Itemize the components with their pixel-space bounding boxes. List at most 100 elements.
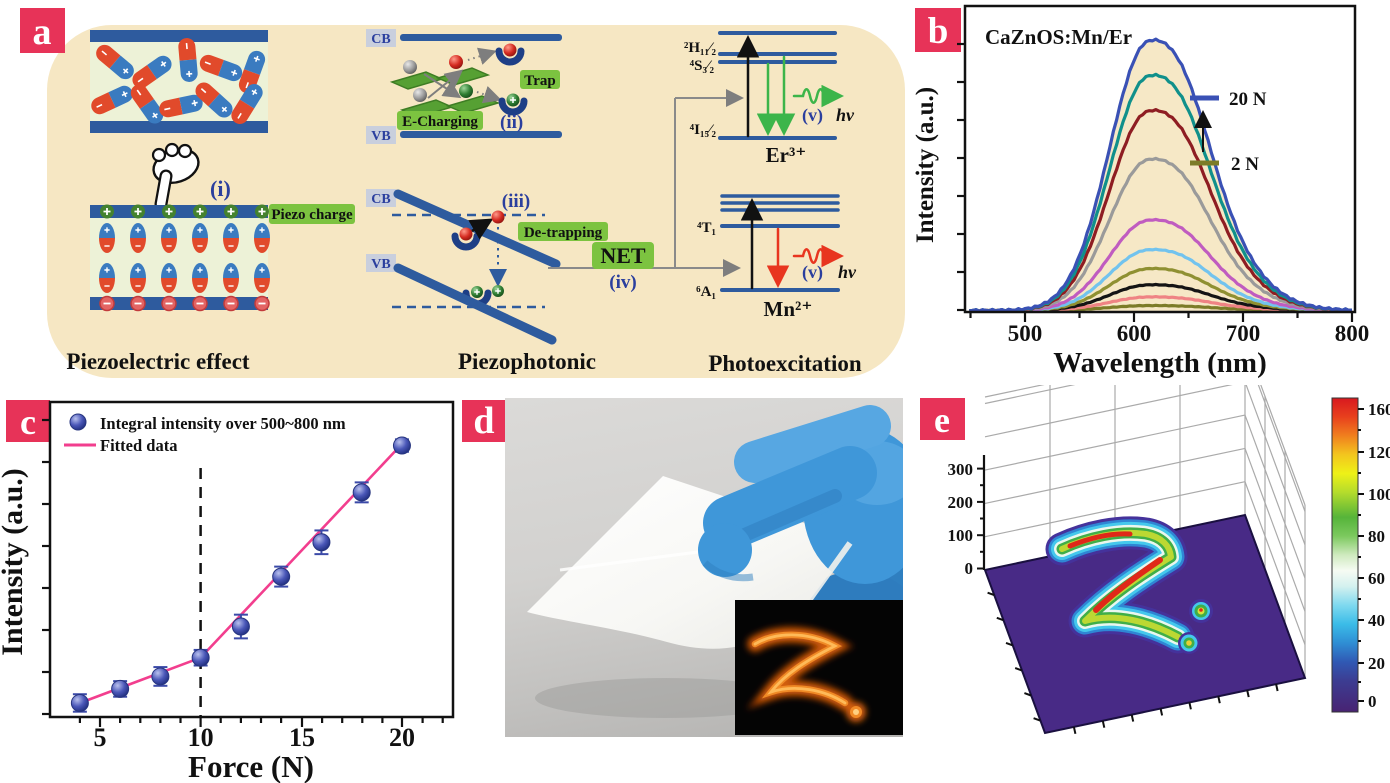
wireframe-grid [984,385,1306,678]
c-xtick-5: 5 [94,723,107,752]
cbar-80: 80 [1368,527,1385,546]
hv-label-er: hν [836,105,855,125]
cbar-20: 20 [1368,654,1385,673]
pressed-dipole-box [90,204,271,312]
caption-photoexcitation: Photoexcitation [708,351,862,376]
spectrum-curve-20N [969,37,1353,312]
z-axis: 300 200 100 0 [948,455,986,578]
trap-label: Trap [524,73,555,89]
vb-label-2: VB [371,257,390,272]
b-xtick-700: 700 [1226,321,1261,346]
svg-text:e: e [934,400,950,440]
mn-a1-label: ⁶A₁ [696,284,716,300]
e-ztick-200: 200 [948,493,974,512]
b-axis-ticks [957,42,1354,322]
green-photon-squiggle [792,84,844,108]
charging-diagram: CB VB Trap E-Charging (ii) [366,29,562,144]
mn-ion-label: Mn²⁺ [764,297,813,321]
pressing-hand-icon [151,142,200,211]
spectra-curves [969,37,1354,312]
mn-t1-label: ⁴T₁ [697,220,716,236]
film-edge-over-glove [802,541,853,608]
step-i-label: (i) [210,176,231,201]
side-peak [1189,599,1213,623]
panel-c-badge: c [6,400,50,442]
electron-gray [403,60,417,74]
panel-c-force-plot: c 5 10 15 20 Force (N) Intensity (a.u.) [0,400,455,783]
panel-b-spectra: b 500 600 700 800 Wavelength (nm) Intens… [912,4,1370,379]
spectra-area-fill [969,39,1354,312]
hv-label-mn: hν [838,262,857,282]
de-trapping-label: De-trapping [524,225,603,241]
b-title: CaZnOS:Mn/Er [985,25,1132,49]
vb-label: VB [371,129,390,144]
panel-b-badge: b [915,8,961,52]
caption-piezoelectric: Piezoelectric effect [66,349,250,374]
cb-label: CB [371,32,390,47]
c-xtick-10: 10 [188,723,214,752]
er-h112-label: ²H₁₁⁄₂ [684,40,717,56]
data-point-18N [352,483,371,502]
panel-d-badge: d [462,400,506,442]
red-photon-squiggle [792,244,844,268]
c-xtick-15: 15 [289,723,315,752]
c-xlabel: Force (N) [188,749,314,783]
cbar-60: 60 [1368,569,1385,588]
c-legend-points-label: Integral intensity over 500~800 nm [100,414,346,433]
er-i152-label: ⁴I₁₅⁄₂ [690,122,717,138]
e-ztick-100: 100 [948,526,974,545]
z-end-dot [1178,632,1200,654]
er-ion-label: Er³⁺ [766,143,807,167]
cbar-0: 0 [1368,692,1377,711]
floor-axis-ticks [987,591,1279,735]
b-xtick-500: 500 [1008,321,1043,346]
data-point-10N [191,648,210,667]
b-legend: 20 N 2 N [1190,89,1267,175]
hole-green [459,84,473,98]
data-point-20N [392,436,411,455]
colorbar-ticks [1358,408,1364,702]
cbar-160: 160 [1368,400,1390,419]
panel-a-schematic: a [20,8,905,378]
data-point-16N [312,533,331,552]
data-point-14N [272,567,291,586]
net-transfer: NET (iv) [548,89,744,293]
detrapping-diagram: CB (iii) De-trapping VB [366,189,608,345]
unpressed-dipole-box [87,30,269,133]
caption-piezophotonic: Piezophotonic [458,349,596,374]
panel-e-badge: e [920,398,965,440]
er-level-diagram: ²H₁₁⁄₂ ⁴S₃⁄₂ ⁴I₁₅⁄₂ (v) hν Er³⁺ [684,31,855,167]
mn-level-diagram: ⁴T₁ ⁶A₁ (v) hν Mn²⁺ [696,194,857,321]
er-s32-label: ⁴S₃⁄₂ [690,58,715,74]
film-crease-highlight [559,548,714,572]
c-xtick-20: 20 [389,723,415,752]
svg-text:Piezo charge: Piezo charge [271,207,353,223]
b-xtick-800: 800 [1335,321,1370,346]
c-legend-fit-label: Fitted data [100,436,177,455]
colorbar: 160 120 100 80 60 40 20 0 [1331,397,1390,713]
panel-e-3d-surface: e [920,385,1390,735]
panel-d-badge-letter: d [473,400,495,442]
data-point-8N [151,667,170,686]
c-legend: Integral intensity over 500~800 nm Fitte… [64,413,346,455]
negative-piezo-charges [99,295,270,312]
step-iv-label: (iv) [609,272,636,293]
glowing-z-drawing [746,626,866,722]
cbar-100: 100 [1368,485,1390,504]
positive-piezo-charges [100,204,269,219]
electron-gray2 [413,88,427,102]
e-charging-label: E-Charging [402,114,478,130]
step-ii-label: (ii) [500,112,523,133]
net-label: NET [600,243,646,268]
film-shadow [535,678,795,718]
step-v-label-er: (v) [802,105,823,126]
cbar-40: 40 [1368,611,1385,630]
piezo-charge-label: Piezo charge [269,204,355,224]
electron-red [449,55,463,69]
e-ztick-300: 300 [948,460,974,479]
z-intensity-surface [1045,516,1213,654]
svg-text:c: c [20,402,36,442]
panel-d-photo [505,398,903,737]
c-axis-ticks [42,418,444,727]
